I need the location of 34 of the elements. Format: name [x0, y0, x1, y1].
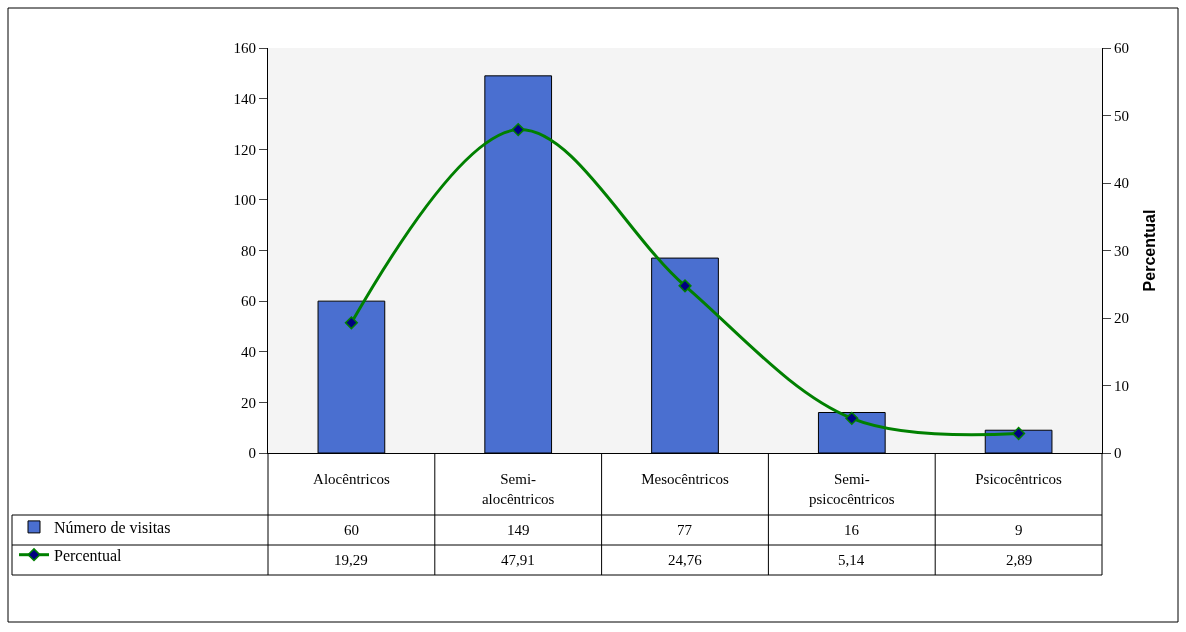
data-label: 9	[1015, 522, 1023, 538]
y2-tick-label: 20	[1114, 310, 1129, 327]
data-label: 5,14	[838, 552, 865, 568]
y-tick-label: 100	[233, 192, 256, 209]
y2-tick-label: 60	[1114, 40, 1129, 57]
x-tick-label: Semi-alocêntricos	[481, 471, 555, 507]
data-label: 47,91	[501, 552, 535, 568]
y-tick-label: 20	[241, 394, 256, 411]
y-tick-label: 40	[241, 344, 256, 360]
data-label: 24,76	[668, 552, 703, 568]
y2-tick-label: 50	[1114, 107, 1129, 124]
legend-label: Percentual	[54, 546, 123, 564]
y2-tick-label: 30	[1114, 242, 1129, 259]
y-tick-label: 160	[233, 40, 256, 57]
y-tick-label: 80	[241, 242, 256, 259]
x-tick-label: Alocêntricos	[313, 471, 390, 487]
y2-tick-label: 0	[1114, 445, 1122, 462]
data-label: 2,89	[1006, 552, 1033, 568]
legend-label: Número de visitas	[54, 519, 171, 537]
x-tick-label: Semi-psicocêntricos	[808, 471, 895, 507]
y2-axis-title: Percentual	[1140, 209, 1158, 292]
y2-tick-label: 40	[1114, 175, 1129, 192]
data-label: 16	[844, 522, 860, 538]
data-label: 77	[677, 522, 693, 538]
data-label: 19,29	[334, 552, 368, 568]
y-tick-label: 60	[241, 293, 256, 310]
y-tick-label: 140	[233, 90, 256, 107]
x-tick-label: Psicocêntricos	[975, 471, 1063, 487]
data-label: 60	[344, 522, 359, 538]
y-tick-label: 120	[233, 141, 256, 158]
y-tick-label: 0	[248, 445, 256, 462]
x-tick-label: Mesocêntricos	[641, 471, 729, 487]
y2-tick-label: 10	[1114, 377, 1129, 394]
data-label: 149	[507, 522, 530, 538]
